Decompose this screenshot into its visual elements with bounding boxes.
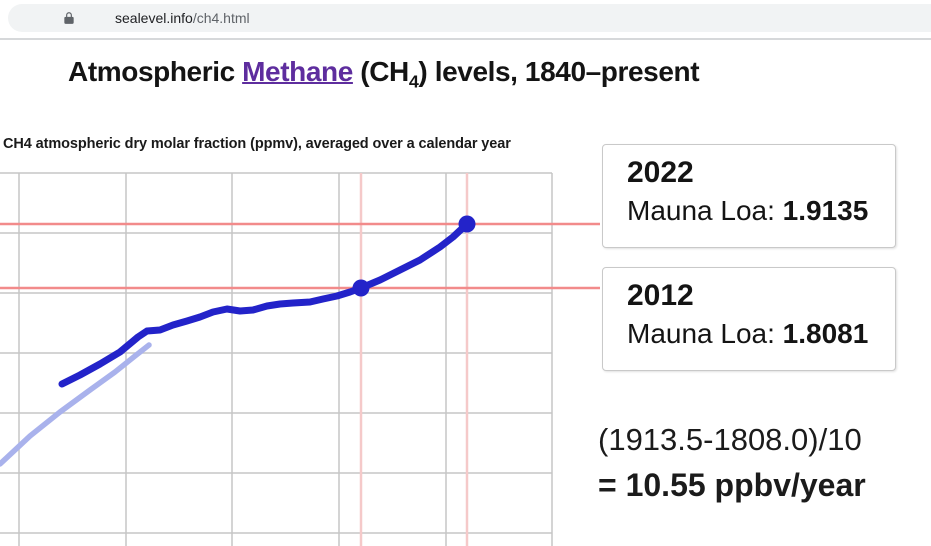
methane-link[interactable]: Methane — [242, 56, 353, 87]
calc-line1: (1913.5-1808.0)/10 — [598, 422, 862, 457]
callout-2022-reading: Mauna Loa: 1.9135 — [627, 191, 895, 231]
url-domain: sealevel.info — [115, 10, 193, 26]
callout-2022-site: Mauna Loa: — [627, 195, 775, 226]
callout-2022: 2022 Mauna Loa: 1.9135 — [602, 144, 896, 248]
browser-toolbar: sealevel.info/ch4.html — [0, 0, 931, 40]
callout-2022-year: 2022 — [627, 156, 694, 189]
callout-2012-site: Mauna Loa: — [627, 318, 775, 349]
url-path: /ch4.html — [192, 10, 250, 26]
callout-2012-year: 2012 — [627, 279, 694, 312]
title-prefix: Atmospheric — [68, 56, 243, 87]
page-title: Atmospheric Methane (CH4) levels, 1840–p… — [68, 56, 700, 91]
title-after-link: (CH — [352, 56, 409, 87]
growth-rate-calc: (1913.5-1808.0)/10 = 10.55 ppbv/year — [598, 417, 866, 509]
chart-heading: CH4 atmospheric dry molar fraction (ppmv… — [3, 136, 511, 152]
url-text[interactable]: sealevel.info/ch4.html — [115, 4, 250, 32]
callout-2012: 2012 Mauna Loa: 1.8081 — [602, 267, 896, 371]
url-bar[interactable]: sealevel.info/ch4.html — [8, 4, 931, 32]
title-suffix: ) levels, 1840–present — [418, 56, 700, 87]
calc-line2: = 10.55 ppbv/year — [598, 467, 866, 503]
callout-2022-value: 1.9135 — [782, 195, 869, 226]
callout-2012-reading: Mauna Loa: 1.8081 — [627, 314, 895, 354]
title-subscript: 4 — [408, 71, 419, 92]
callout-2012-value: 1.8081 — [782, 318, 869, 349]
lock-icon[interactable] — [62, 11, 76, 25]
